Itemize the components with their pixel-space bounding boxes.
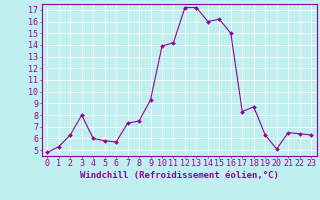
X-axis label: Windchill (Refroidissement éolien,°C): Windchill (Refroidissement éolien,°C) (80, 171, 279, 180)
